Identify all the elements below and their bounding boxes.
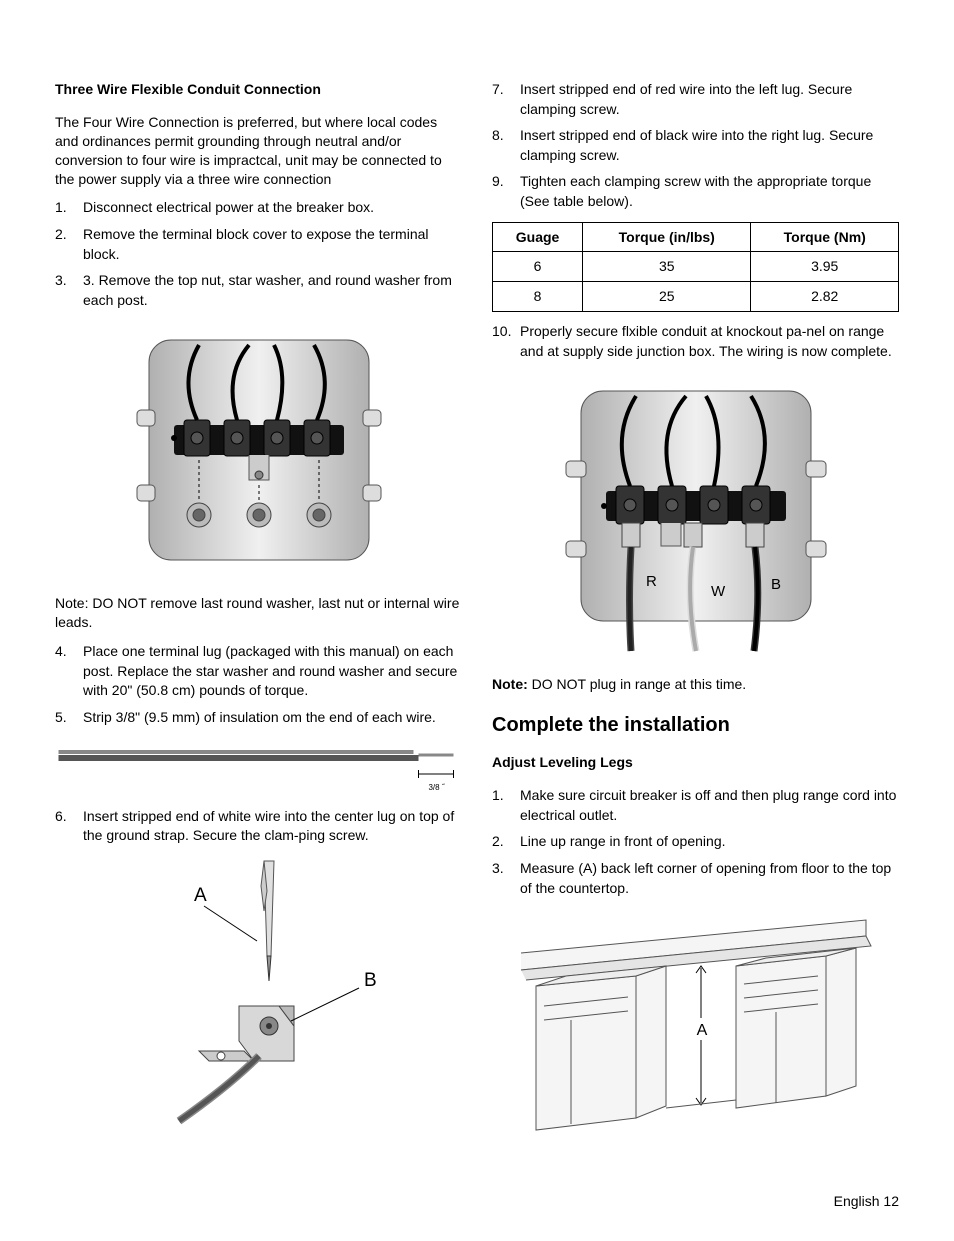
figure-lug-screwdriver: A B bbox=[55, 856, 462, 1126]
torque-table: Guage Torque (in/lbs) Torque (Nm) 6 35 3… bbox=[492, 222, 899, 313]
svg-text:W: W bbox=[711, 583, 726, 600]
intro-paragraph: The Four Wire Connection is preferred, b… bbox=[55, 113, 462, 189]
section-complete-installation: Complete the installation bbox=[492, 712, 899, 739]
note-1: Note: DO NOT remove last round washer, l… bbox=[55, 594, 462, 632]
steps-list-d: 7.Insert stripped end of red wire into t… bbox=[492, 80, 899, 212]
svg-text:B: B bbox=[364, 970, 377, 991]
figure-terminal-block bbox=[55, 320, 462, 580]
steps-list-a: 1.Disconnect electrical power at the bre… bbox=[55, 198, 462, 310]
svg-text:3/8 ˝: 3/8 ˝ bbox=[428, 783, 445, 792]
steps-list-c: 6.Insert stripped end of white wire into… bbox=[55, 807, 462, 846]
svg-text:A: A bbox=[194, 885, 207, 906]
figure-wire-strip: 3/8 ˝ bbox=[55, 738, 462, 793]
svg-text:R: R bbox=[646, 573, 657, 590]
figure-terminal-wired: R W B bbox=[492, 371, 899, 661]
steps-list-b: 4.Place one terminal lug (packaged with … bbox=[55, 642, 462, 727]
svg-text:A: A bbox=[696, 1022, 707, 1039]
figure-cabinets: A bbox=[492, 908, 899, 1158]
steps-list-f: 1.Make sure circuit breaker is off and t… bbox=[492, 786, 899, 898]
page-footer: English 12 bbox=[55, 1192, 899, 1211]
svg-text:B: B bbox=[771, 576, 781, 593]
adjust-leveling-heading: Adjust Leveling Legs bbox=[492, 753, 899, 772]
three-wire-heading: Three Wire Flexible Conduit Connection bbox=[55, 80, 462, 99]
steps-list-e: 10.Properly secure flxible conduit at kn… bbox=[492, 322, 899, 361]
note-2: Note: DO NOT plug in range at this time. bbox=[492, 675, 899, 694]
